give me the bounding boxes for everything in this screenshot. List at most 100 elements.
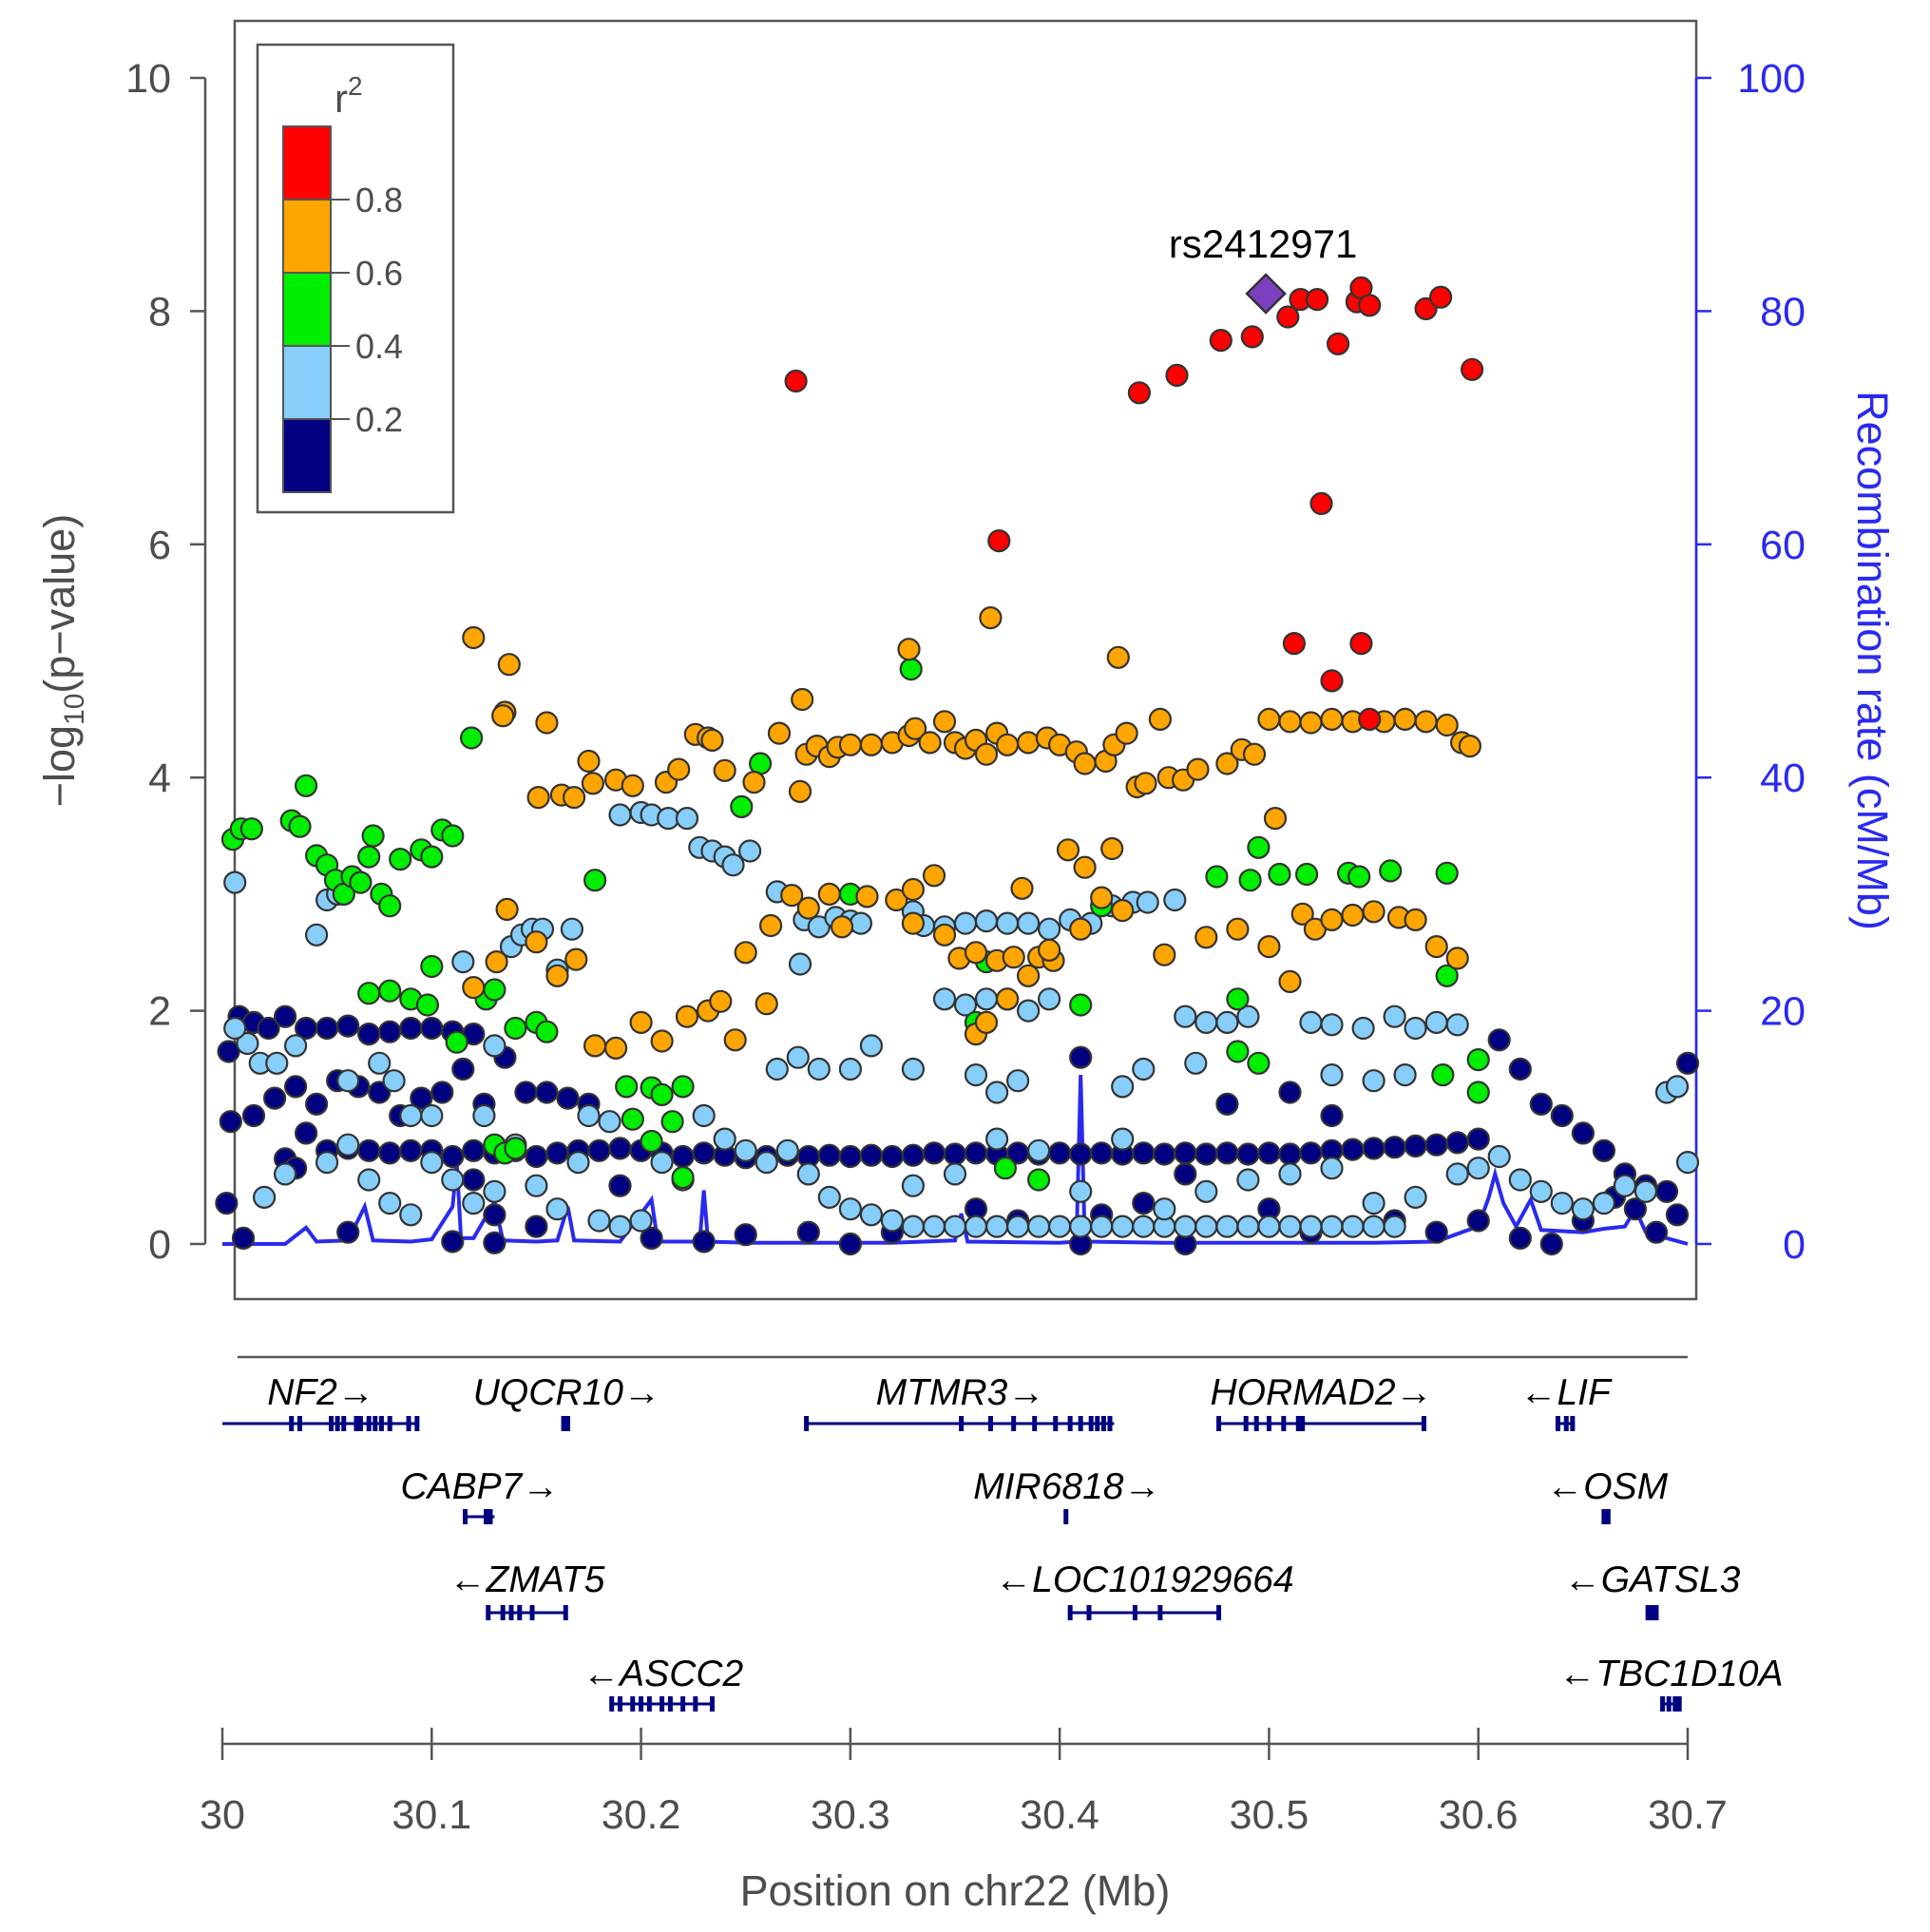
snp-point xyxy=(564,947,588,971)
snp-point xyxy=(780,883,804,908)
snp-point xyxy=(483,1034,506,1058)
snp-point xyxy=(1466,1209,1490,1233)
snp-point xyxy=(1240,325,1264,349)
gene-lif: ←LIF xyxy=(1519,1372,1613,1431)
snp-point xyxy=(1393,1062,1417,1087)
gene-gatsl3: ←GATSL3 xyxy=(1564,1559,1741,1620)
snp-point xyxy=(525,930,548,954)
recombination-line xyxy=(222,1075,1689,1246)
snp-point xyxy=(1466,1127,1490,1151)
y-axis-left: 0 2 4 6 8 10 xyxy=(125,56,207,1268)
snp-point xyxy=(974,742,999,766)
snp-point xyxy=(382,1069,406,1093)
snp-point xyxy=(1005,1069,1030,1093)
snp-point xyxy=(1320,908,1344,932)
y-right-tick-label: 80 xyxy=(1760,289,1806,335)
snp-point xyxy=(603,1036,628,1061)
snp-point xyxy=(420,1016,444,1041)
snp-point xyxy=(525,1174,548,1197)
snp-point xyxy=(1435,964,1459,987)
exon xyxy=(1563,1416,1569,1431)
snp-point xyxy=(1132,1191,1156,1215)
snp-point xyxy=(1226,1040,1250,1063)
snp-point xyxy=(1236,1004,1260,1028)
snp-point xyxy=(796,896,820,920)
snp-point xyxy=(775,1138,799,1162)
snp-point xyxy=(1592,1138,1616,1162)
snp-point xyxy=(899,657,923,681)
snp-point xyxy=(219,1110,242,1134)
snp-point xyxy=(1404,908,1427,932)
snp-point xyxy=(483,978,506,1002)
snp-point xyxy=(901,911,926,935)
snp-point xyxy=(1247,1051,1271,1075)
exon xyxy=(1672,1696,1678,1712)
gene-zmat5: ←ZMAT5 xyxy=(449,1559,605,1620)
gene-label: ←LOC101929664 xyxy=(995,1559,1293,1600)
snp-point xyxy=(838,733,863,756)
snp-point xyxy=(420,1150,444,1175)
snp-point xyxy=(1424,934,1448,959)
snp-point xyxy=(295,774,318,797)
snp-point xyxy=(1026,1215,1051,1238)
snp-point xyxy=(1529,1179,1553,1203)
snp-point xyxy=(451,1057,475,1081)
snp-point xyxy=(984,1081,1009,1104)
snp-point xyxy=(1550,1191,1574,1215)
snp-point xyxy=(1257,1215,1281,1238)
snp-point xyxy=(734,1223,757,1247)
snp-point xyxy=(1358,294,1382,317)
y-right-tick-label: 60 xyxy=(1760,523,1806,568)
snp-point xyxy=(284,1034,308,1058)
exon xyxy=(289,1416,295,1431)
snp-point xyxy=(215,1191,239,1215)
snp-point xyxy=(1654,1179,1679,1203)
snp-point xyxy=(1056,838,1080,862)
snp-point xyxy=(721,853,745,877)
snp-point xyxy=(1466,1157,1490,1180)
snp-point xyxy=(1115,721,1138,745)
snp-point xyxy=(640,1226,663,1251)
snp-point xyxy=(932,987,957,1011)
gene-label: ←LIF xyxy=(1519,1372,1613,1413)
gene-cabp7: CABP7→ xyxy=(400,1466,559,1524)
snp-point xyxy=(817,1143,841,1167)
snp-point xyxy=(1431,1062,1455,1087)
snp-point xyxy=(1320,1062,1344,1087)
exon xyxy=(618,1696,623,1712)
legend-color-bin xyxy=(282,272,332,347)
snp-point xyxy=(1404,1134,1427,1158)
snp-point xyxy=(730,794,754,819)
exon xyxy=(1132,1605,1137,1620)
snp-point xyxy=(1278,1142,1302,1166)
snp-point xyxy=(1134,772,1157,795)
exon xyxy=(1011,1416,1017,1431)
exon xyxy=(561,1416,566,1431)
snp-point xyxy=(880,1209,905,1233)
snp-point xyxy=(1106,645,1130,669)
exon xyxy=(406,1416,411,1431)
y-right-tick-label: 20 xyxy=(1760,989,1806,1035)
snp-point xyxy=(901,1215,926,1238)
snp-point xyxy=(223,870,247,894)
snp-point xyxy=(441,824,465,848)
snp-point xyxy=(1404,1016,1427,1041)
snp-point xyxy=(964,941,988,965)
exon xyxy=(1078,1416,1083,1431)
snp-point xyxy=(1424,1133,1448,1157)
snp-point xyxy=(1136,890,1159,914)
snp-point xyxy=(1016,911,1041,935)
snp-point xyxy=(700,728,724,753)
snp-point xyxy=(497,653,521,677)
snp-point xyxy=(1644,1220,1669,1244)
y-right-tick-label: 100 xyxy=(1737,56,1806,102)
snp-point xyxy=(545,1197,569,1221)
snp-point xyxy=(587,1138,611,1162)
snp-point xyxy=(1257,707,1281,732)
snp-point xyxy=(737,839,762,863)
exon xyxy=(667,1696,673,1712)
snp-point xyxy=(1278,1215,1302,1238)
snp-point xyxy=(514,1081,538,1104)
snp-point xyxy=(598,1110,621,1134)
